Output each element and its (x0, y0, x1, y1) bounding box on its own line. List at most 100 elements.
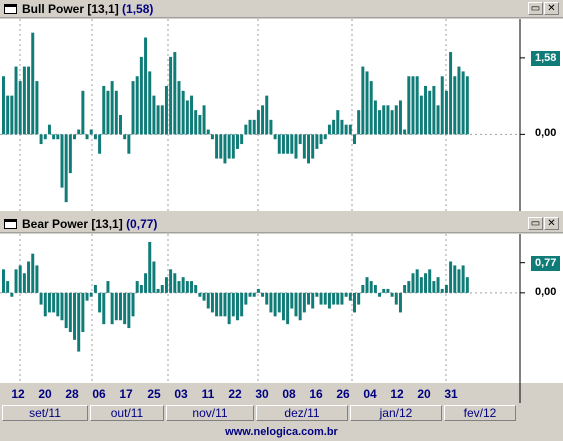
bear-minimize-button[interactable]: ▭ (528, 217, 543, 230)
bear-chart-area[interactable]: 0,77 0,00 (0, 234, 563, 383)
power-bar (461, 71, 465, 135)
month-button[interactable]: fev/12 (444, 405, 516, 421)
bull-minimize-button[interactable]: ▭ (528, 2, 543, 15)
power-bar (411, 273, 415, 293)
power-bar (223, 292, 227, 317)
power-bar (190, 95, 194, 135)
power-bar (31, 32, 35, 135)
power-bar (2, 76, 5, 135)
close-icon: ✕ (547, 218, 556, 229)
bear-power-chart (0, 234, 525, 383)
power-bar (403, 129, 407, 135)
power-bar (152, 261, 156, 293)
power-bar (219, 134, 223, 159)
power-bar (449, 261, 453, 293)
bull-power-chart (0, 19, 525, 211)
date-tick-label: 04 (363, 387, 377, 401)
power-bar (365, 277, 369, 293)
power-bar (173, 52, 177, 135)
date-tick-label: 03 (174, 387, 188, 401)
date-tick-label: 16 (309, 387, 323, 401)
month-button[interactable]: set/11 (2, 405, 88, 421)
power-bar (365, 71, 369, 135)
power-bar (131, 81, 135, 135)
power-bar (378, 110, 382, 135)
power-bar (307, 134, 311, 164)
power-bar (22, 66, 26, 135)
power-bar (106, 281, 110, 293)
power-bar (294, 134, 298, 159)
power-bar (336, 292, 340, 305)
power-bar (298, 134, 302, 145)
month-button[interactable]: jan/12 (350, 405, 442, 421)
power-bar (139, 285, 143, 293)
bear-pane-title: Bear Power [13,1] (0,77) (22, 217, 158, 231)
power-bar (114, 90, 118, 135)
power-bar (277, 292, 281, 313)
power-bar (315, 134, 319, 149)
power-bar (6, 95, 10, 135)
power-bar (348, 124, 352, 135)
power-bar (10, 292, 14, 297)
bear-zero-label: 0,00 (535, 285, 557, 298)
power-bar (315, 292, 319, 297)
power-bar (344, 124, 348, 135)
power-bar (227, 134, 231, 159)
date-tick-label: 30 (255, 387, 269, 401)
date-axis-ticks: 12 20 28 06 17 25 03 11 22 30 08 16 26 04 12 20 31 (11, 383, 521, 403)
power-bar (35, 265, 39, 293)
power-bar (60, 292, 64, 321)
power-bar (156, 105, 160, 135)
power-bar (465, 76, 469, 135)
power-bar (181, 277, 185, 293)
power-bar (403, 285, 407, 293)
power-bar (323, 134, 327, 140)
power-bar (390, 292, 394, 297)
date-tick-label: 28 (65, 387, 79, 401)
power-bar (39, 292, 43, 305)
power-bar (210, 134, 214, 140)
power-bar (135, 76, 139, 135)
bull-close-button[interactable]: ✕ (544, 2, 559, 15)
date-tick-label: 31 (444, 387, 458, 401)
window-icon (4, 219, 17, 229)
power-bar (43, 292, 47, 317)
bull-chart-area[interactable]: 1,58 0,00 (0, 19, 563, 211)
power-bar (348, 292, 352, 301)
power-bar (35, 81, 39, 135)
month-button[interactable]: out/11 (90, 405, 164, 421)
power-bar (148, 71, 152, 135)
month-button[interactable]: nov/11 (166, 405, 254, 421)
footer-link[interactable]: www.nelogica.com.br (225, 426, 338, 438)
power-bar (106, 90, 110, 135)
power-bar (110, 81, 114, 135)
power-bar (252, 292, 256, 297)
power-bar (43, 134, 47, 140)
bear-close-button[interactable]: ✕ (544, 217, 559, 230)
power-bar (194, 110, 198, 135)
power-bar (202, 105, 206, 135)
power-bar (102, 292, 106, 325)
month-button[interactable]: dez/11 (256, 405, 348, 421)
power-bar (432, 281, 436, 293)
power-bar (219, 292, 223, 317)
power-bar (119, 292, 122, 321)
power-bar (98, 134, 102, 154)
power-bar (198, 115, 202, 135)
power-bar (261, 105, 265, 135)
power-bar (144, 273, 148, 293)
power-bar (185, 100, 189, 135)
power-bar (319, 134, 323, 145)
power-bar (47, 292, 51, 313)
power-bar (198, 292, 202, 297)
power-bar (93, 134, 97, 140)
power-bar (27, 261, 31, 293)
power-bar (357, 110, 361, 135)
power-bar (407, 76, 411, 135)
power-bar (202, 292, 206, 301)
power-bar (353, 134, 356, 145)
power-bar (394, 292, 398, 305)
power-bar (215, 292, 219, 317)
power-bar (302, 292, 306, 313)
power-bar (18, 81, 22, 135)
